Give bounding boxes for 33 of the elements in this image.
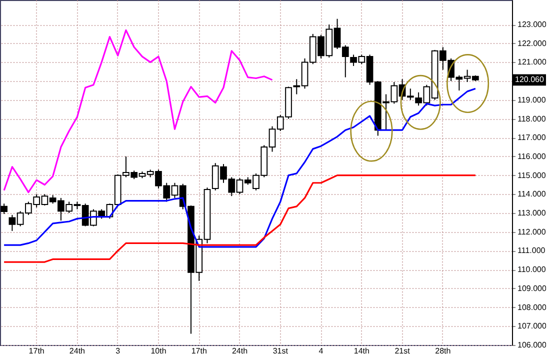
x-tick-label: 31st (272, 346, 289, 356)
y-tick-label: 115.000 (518, 170, 546, 180)
x-tick-label: 4 (318, 346, 324, 356)
x-tick-label: 10th (150, 346, 166, 356)
line-series (3, 29, 274, 194)
y-tick-label: 110.000 (518, 265, 546, 274)
annotation: 120.060 (515, 74, 544, 84)
y-tick-label: 106.000 (518, 340, 547, 350)
y-tick-label: 114.000 (518, 190, 546, 199)
y-tick-label: 111.000 (518, 246, 546, 256)
x-tick-label: 14th (354, 346, 370, 356)
x-tick-label: 17th (28, 346, 44, 356)
y-tick-label: 118.000 (518, 114, 546, 124)
y-tick-label: 112.000 (518, 227, 546, 236)
y-tick-label: 108.000 (518, 302, 547, 312)
y-tick-label: 119.000 (518, 95, 546, 104)
y-tick-label: 113.000 (518, 208, 546, 218)
line-series (3, 174, 476, 263)
x-tick-label: 24th (232, 346, 248, 356)
x-tick-label: 21st (394, 346, 411, 356)
candlestick (0, 203, 8, 214)
y-tick-label: 123.000 (518, 20, 547, 30)
y-tick-label: 116.000 (518, 152, 546, 161)
y-tick-label: 121.000 (518, 58, 547, 67)
line-series (3, 88, 476, 248)
x-tick-label: 3 (116, 346, 121, 356)
y-tick-label: 107.000 (518, 322, 547, 331)
y-tick-label: 122.000 (518, 38, 547, 48)
y-tick-label: 117.000 (518, 133, 546, 142)
x-tick-label: 28th (435, 346, 451, 356)
x-tick-label: 24th (69, 346, 85, 356)
y-tick-label: 109.000 (518, 284, 547, 293)
x-tick-label: 17th (191, 346, 207, 356)
